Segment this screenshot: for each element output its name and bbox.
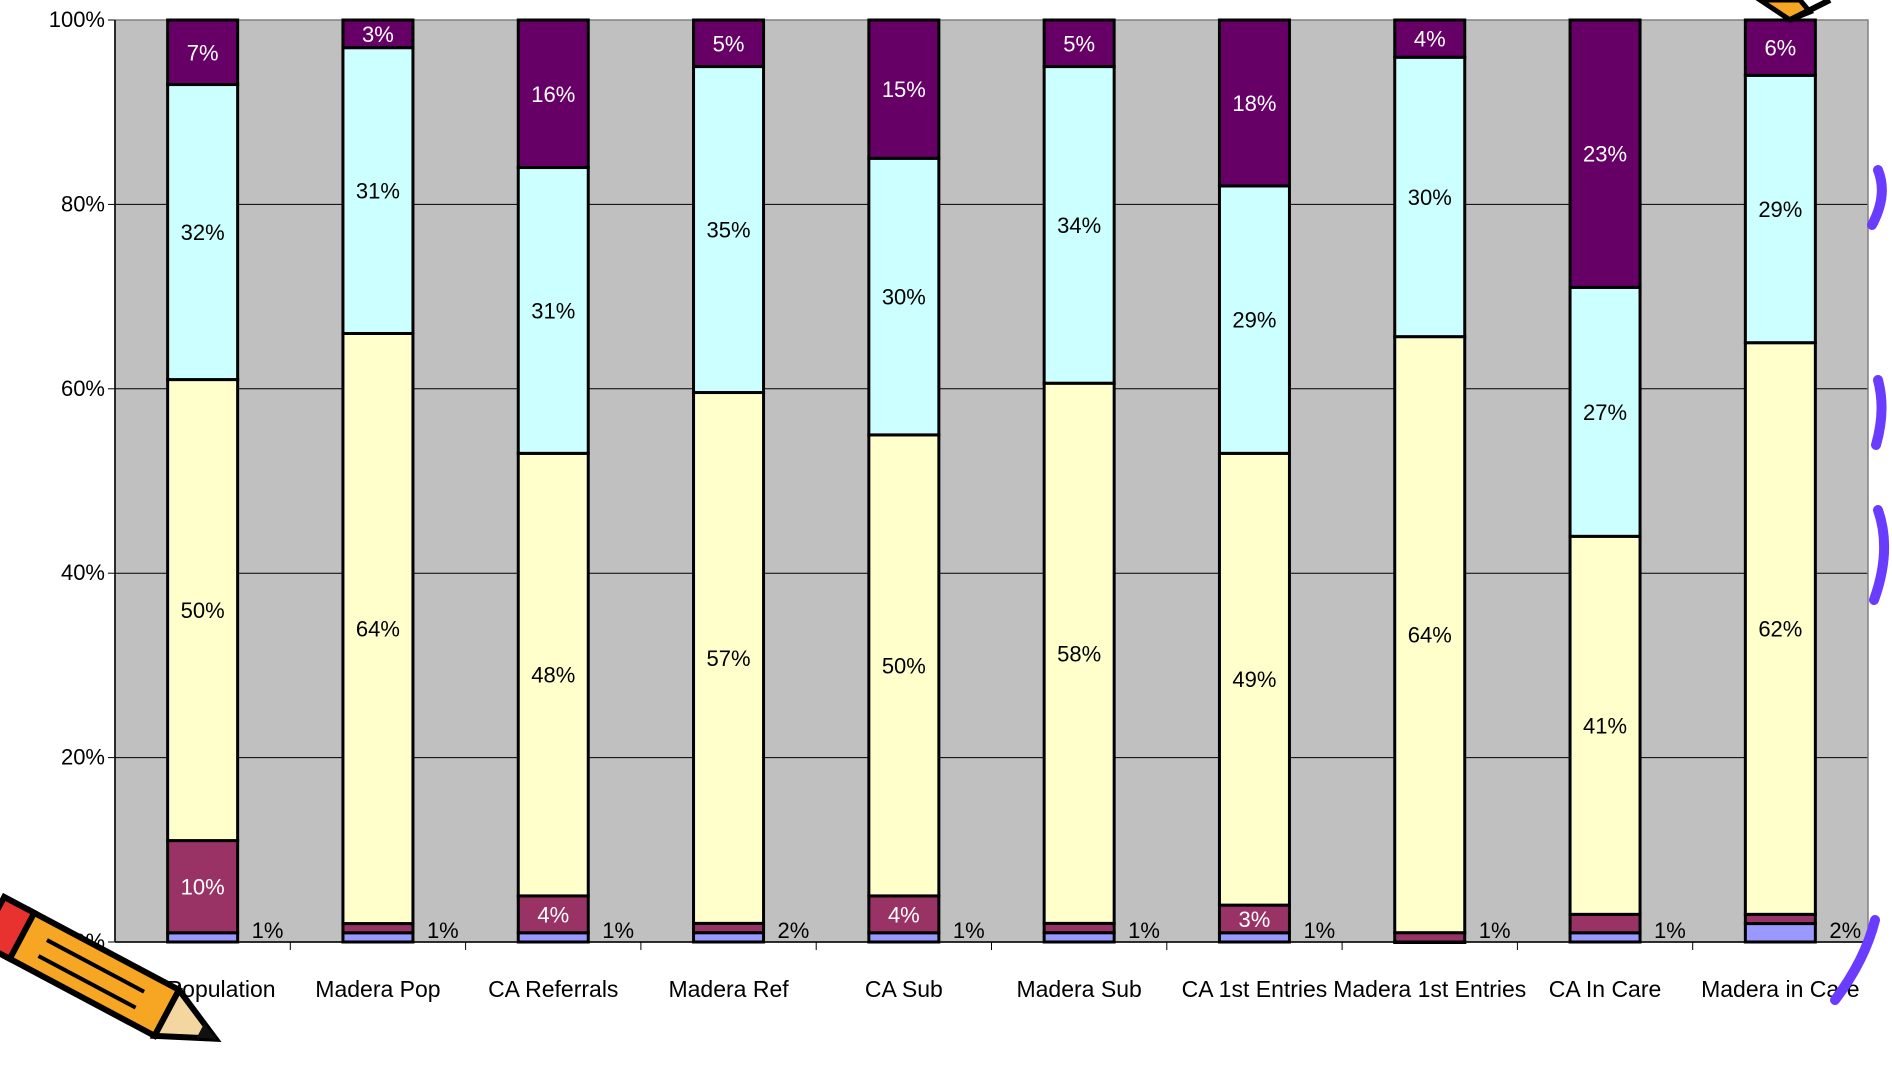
y-tick-label: 20% (61, 745, 105, 770)
bar-segment (166, 378, 240, 843)
bar-segment (1217, 18, 1291, 188)
data-label: 3% (1239, 907, 1271, 932)
bar-segment (867, 894, 941, 935)
data-label: 10% (181, 875, 225, 900)
data-label: 30% (1408, 185, 1452, 210)
bar-segment (341, 46, 415, 335)
bar-segment (867, 433, 941, 898)
data-label: 64% (1408, 623, 1452, 648)
data-label: 32% (181, 220, 225, 245)
y-tick-label: 80% (61, 191, 105, 216)
data-label: 3% (362, 22, 394, 47)
bar-segment (692, 65, 766, 395)
pencil-icon (0, 892, 222, 1042)
data-label: 27% (1583, 400, 1627, 425)
data-label: 30% (882, 285, 926, 310)
data-label: 35% (707, 218, 751, 243)
x-tick-label: CA Sub (865, 976, 943, 1002)
data-label: 16% (531, 82, 575, 107)
y-tick-label: 40% (61, 560, 105, 585)
x-tick-label: Madera Sub (1016, 976, 1141, 1002)
bar-segment (166, 83, 240, 382)
data-label: 57% (707, 646, 751, 671)
bar-segment (516, 18, 590, 170)
bar-segment (1568, 18, 1642, 289)
data-label: 1% (1128, 918, 1160, 943)
data-label: 5% (1063, 31, 1095, 56)
bar-segment (1743, 341, 1817, 916)
data-label: 4% (888, 902, 920, 927)
data-label: 29% (1758, 197, 1802, 222)
bar-segment (1217, 451, 1291, 907)
bar-segment (867, 156, 941, 437)
bar-segment (516, 451, 590, 898)
data-label: 1% (602, 918, 634, 943)
bar-segment (1042, 65, 1116, 385)
data-label: 4% (1414, 27, 1446, 52)
data-label: 31% (356, 179, 400, 204)
bar-segment (1568, 285, 1642, 538)
data-label: 15% (882, 77, 926, 102)
data-label: 50% (181, 598, 225, 623)
data-label: 29% (1232, 308, 1276, 333)
bar-segment (692, 391, 766, 925)
data-label: 2% (778, 918, 810, 943)
pencil-icon (1755, 0, 1832, 23)
bar-segment (341, 18, 415, 50)
data-label: 50% (882, 653, 926, 678)
data-label: 1% (252, 918, 284, 943)
data-label: 48% (531, 663, 575, 688)
bar-segment (1393, 18, 1467, 59)
bar-segment (1393, 55, 1467, 339)
data-label: 1% (953, 918, 985, 943)
bar-segment (1568, 534, 1642, 916)
x-tick-label: CA 1st Entries (1182, 976, 1328, 1002)
data-label: 6% (1764, 36, 1796, 61)
data-label: 41% (1583, 713, 1627, 738)
data-label: 18% (1232, 91, 1276, 116)
data-label: 1% (1479, 918, 1511, 943)
data-label: 2% (1829, 918, 1861, 943)
data-label: 49% (1232, 667, 1276, 692)
bar-segment (1393, 335, 1467, 935)
data-label: 64% (356, 617, 400, 642)
data-label: 31% (531, 298, 575, 323)
data-label: 1% (1303, 918, 1335, 943)
data-label: 58% (1057, 641, 1101, 666)
x-tick-label: Madera Pop (315, 976, 440, 1002)
bar-segment (166, 18, 240, 87)
data-label: 4% (537, 902, 569, 927)
x-tick-label: Madera 1st Entries (1333, 976, 1526, 1002)
bar-segment (1743, 18, 1817, 77)
data-label: 5% (713, 31, 745, 56)
data-label: 1% (1654, 918, 1686, 943)
data-label: 23% (1583, 142, 1627, 167)
bar-segment (1042, 381, 1116, 925)
data-label: 34% (1057, 213, 1101, 238)
bar-segment (516, 894, 590, 935)
bar-segment (1042, 18, 1116, 69)
bar-segment (516, 166, 590, 455)
bar-segment (1743, 73, 1817, 345)
data-label: 1% (427, 918, 459, 943)
y-tick-label: 60% (61, 376, 105, 401)
bar-segment (867, 18, 941, 160)
data-label: 7% (187, 40, 219, 65)
x-tick-label: CA In Care (1549, 976, 1662, 1002)
data-label: 62% (1758, 617, 1802, 642)
bar-segment (1743, 922, 1817, 944)
x-tick-label: CA Referrals (488, 976, 618, 1002)
bar-segment (692, 18, 766, 69)
squiggle-decoration (1830, 165, 1890, 1005)
y-tick-label: 100% (49, 7, 105, 32)
x-tick-label: Madera Ref (668, 976, 789, 1002)
